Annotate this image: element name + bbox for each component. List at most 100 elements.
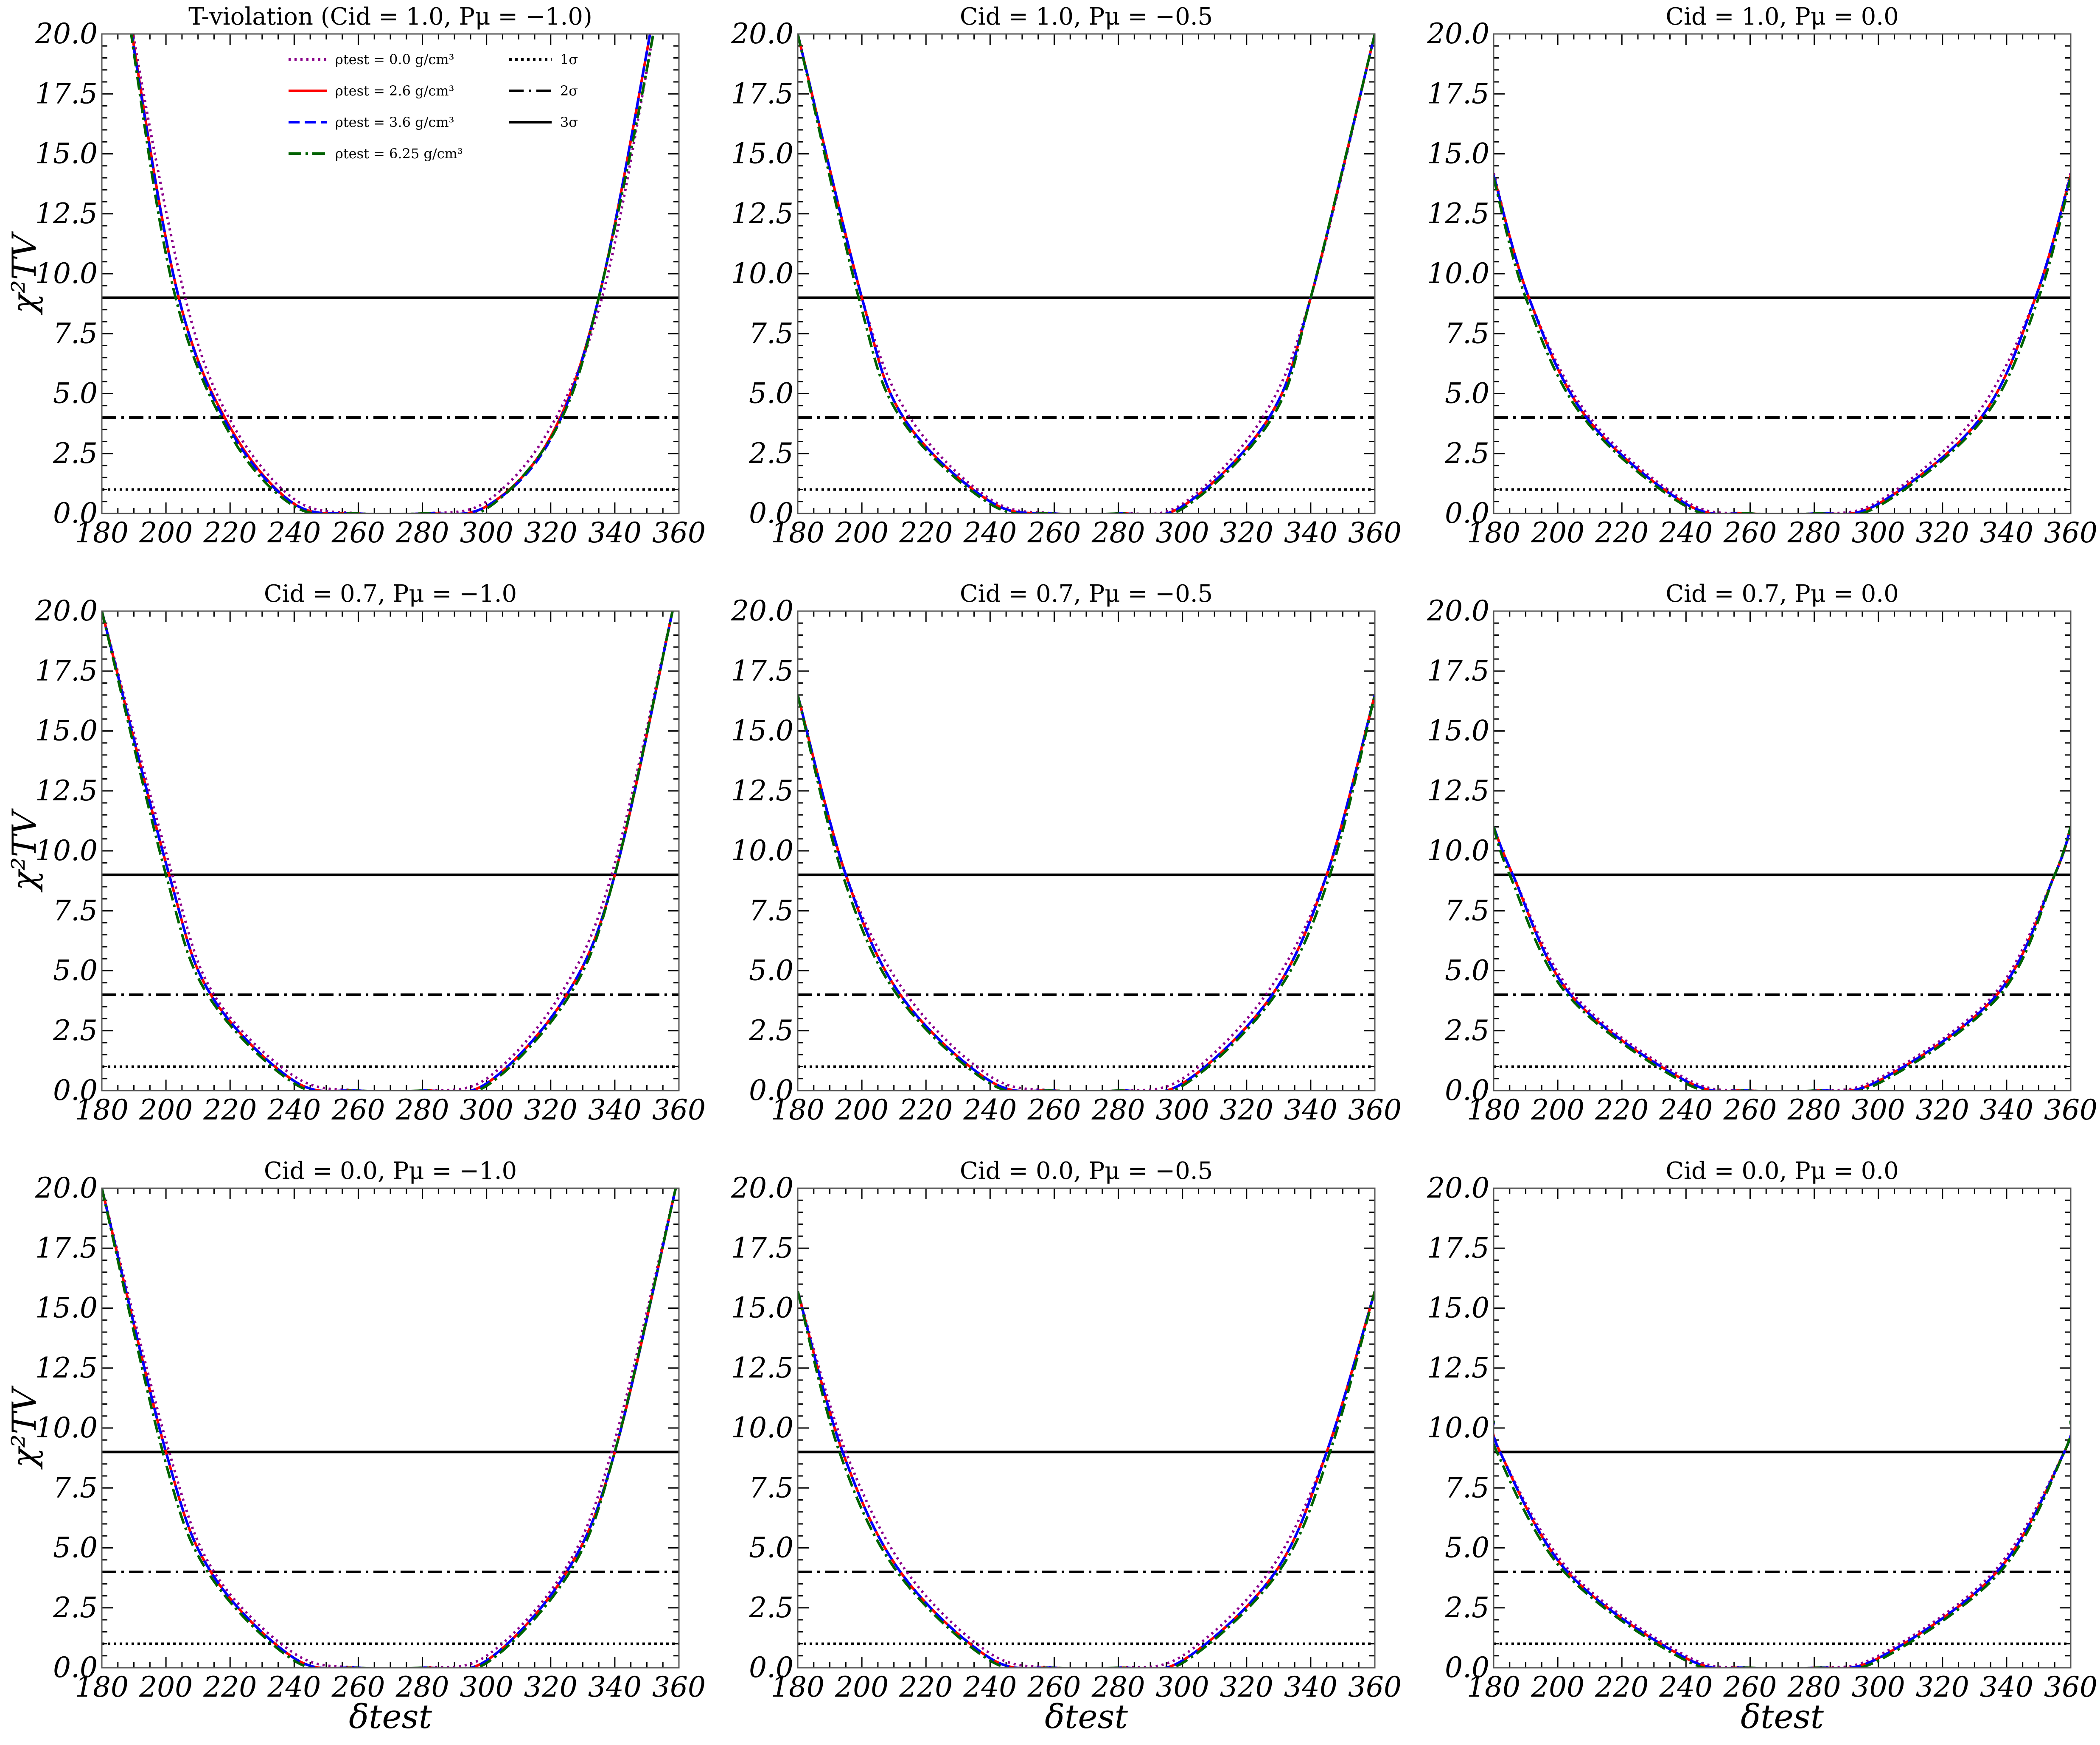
x-tick-label: 360 bbox=[2044, 1094, 2097, 1126]
y-tick-label: 10.0 bbox=[1427, 834, 1489, 867]
y-tick-label: 17.5 bbox=[1427, 654, 1489, 687]
panel-title: Cid = 1.0, Pμ = −0.5 bbox=[960, 3, 1213, 31]
y-tick-label: 0.0 bbox=[1445, 497, 1489, 530]
y-tick-label: 20.0 bbox=[35, 1172, 98, 1204]
y-tick-label: 20.0 bbox=[35, 595, 98, 627]
legend-label: ρtest = 2.6 g/cm³ bbox=[335, 83, 454, 99]
series-line bbox=[1494, 826, 2071, 1091]
y-tick-label: 5.0 bbox=[1445, 1532, 1489, 1564]
x-tick-label: 340 bbox=[1284, 1671, 1337, 1703]
y-tick-label: 15.0 bbox=[1427, 715, 1489, 747]
y-tick-label: 15.0 bbox=[35, 1292, 98, 1324]
y-tick-label: 10.0 bbox=[1427, 257, 1489, 290]
x-tick-label: 180 bbox=[75, 1671, 129, 1703]
y-tick-label: 2.5 bbox=[749, 1014, 793, 1047]
x-tick-label: 200 bbox=[139, 1671, 193, 1703]
x-tick-label: 320 bbox=[524, 1671, 578, 1703]
x-tick-label: 280 bbox=[1787, 1094, 1841, 1126]
series-line bbox=[1494, 177, 2071, 513]
y-tick-label: 2.5 bbox=[1444, 1591, 1489, 1624]
panel-title: Cid = 0.7, Pμ = 0.0 bbox=[1665, 580, 1898, 608]
series-line bbox=[1494, 1420, 2071, 1668]
x-tick-label: 180 bbox=[75, 1094, 129, 1126]
y-tick-label: 15.0 bbox=[1427, 1292, 1489, 1324]
x-tick-label: 220 bbox=[899, 1671, 953, 1703]
x-tick-label: 260 bbox=[331, 516, 385, 549]
x-axis-label: δtest bbox=[1741, 1698, 1824, 1736]
x-tick-label: 280 bbox=[1091, 1671, 1145, 1703]
x-tick-label: 200 bbox=[139, 516, 193, 549]
y-tick-label: 7.5 bbox=[53, 317, 98, 350]
y-tick-label: 5.0 bbox=[53, 1532, 98, 1564]
x-tick-label: 240 bbox=[1659, 516, 1713, 549]
y-tick-label: 10.0 bbox=[731, 834, 793, 867]
y-tick-label: 15.0 bbox=[731, 1292, 793, 1324]
series-line bbox=[798, 1291, 1375, 1668]
legend-label: ρtest = 6.25 g/cm³ bbox=[335, 146, 463, 162]
legend-label: 2σ bbox=[560, 83, 578, 99]
chart-panel: 180 200 220 240 260 280 300 320 340 360 0.0 2.5 5.0 7… bbox=[1427, 580, 2097, 1126]
series-line bbox=[798, 1291, 1375, 1668]
y-tick-label: 2.5 bbox=[1444, 1014, 1489, 1047]
x-tick-label: 280 bbox=[395, 1094, 449, 1126]
panel-title: Cid = 0.0, Pμ = −1.0 bbox=[264, 1157, 517, 1185]
x-tick-label: 220 bbox=[899, 1094, 953, 1126]
x-tick-label: 320 bbox=[1220, 516, 1273, 549]
plot-frame bbox=[797, 33, 1376, 514]
chart-panel: 180 200 220 240 260 280 300 320 340 360 0.0 2.5 5.0 7… bbox=[6, 3, 706, 549]
chart-panel: 180 200 220 240 260 280 300 320 340 360 0.0 2.5 5.0 7… bbox=[731, 3, 1402, 549]
y-tick-label: 10.0 bbox=[731, 257, 793, 290]
y-tick-label: 5.0 bbox=[1445, 377, 1489, 410]
legend: ρtest = 0.0 g/cm³ ρtest = 2.6 g/cm³ ρtest … bbox=[289, 51, 578, 162]
series-line bbox=[798, 34, 1375, 513]
plot-frame bbox=[101, 610, 680, 1091]
x-tick-label: 340 bbox=[588, 516, 642, 549]
series-line bbox=[798, 695, 1375, 1091]
x-axis-label: δtest bbox=[1045, 1698, 1128, 1736]
x-tick-label: 360 bbox=[652, 1671, 706, 1703]
y-tick-label: 20.0 bbox=[731, 1172, 793, 1204]
series-line bbox=[1494, 172, 2071, 513]
y-tick-label: 17.5 bbox=[1427, 1232, 1489, 1264]
y-tick-label: 20.0 bbox=[1427, 595, 1489, 627]
x-tick-label: 340 bbox=[1980, 1094, 2033, 1126]
y-tick-label: 17.5 bbox=[1427, 77, 1489, 110]
x-tick-label: 360 bbox=[2044, 1671, 2097, 1703]
x-tick-label: 240 bbox=[1659, 1671, 1713, 1703]
plot-frame bbox=[1493, 610, 2072, 1091]
x-tick-label: 300 bbox=[1852, 1094, 1905, 1126]
y-tick-label: 12.5 bbox=[731, 1352, 793, 1384]
x-tick-label: 280 bbox=[1091, 516, 1145, 549]
y-tick-label: 7.5 bbox=[53, 1471, 98, 1504]
panel-title: Cid = 0.0, Pμ = −0.5 bbox=[960, 1157, 1213, 1185]
y-tick-label: 20.0 bbox=[731, 17, 793, 50]
y-tick-label: 2.5 bbox=[1444, 437, 1489, 470]
chart-panel: 180 200 220 240 260 280 300 320 340 360 0.0 2.5 5.0 7… bbox=[1427, 3, 2097, 549]
series-line bbox=[798, 34, 1375, 513]
series-line bbox=[1494, 826, 2071, 1091]
y-tick-label: 15.0 bbox=[731, 137, 793, 170]
x-tick-label: 360 bbox=[652, 1094, 706, 1126]
series-line bbox=[798, 1291, 1375, 1668]
y-tick-label: 12.5 bbox=[1427, 1352, 1489, 1384]
series-line bbox=[102, 1188, 677, 1668]
y-tick-label: 15.0 bbox=[35, 137, 98, 170]
x-tick-label: 180 bbox=[75, 516, 129, 549]
series-line bbox=[102, 611, 674, 1091]
plot-frame bbox=[1493, 1187, 2072, 1669]
y-tick-label: 7.5 bbox=[1445, 894, 1489, 927]
series-line bbox=[798, 695, 1375, 1091]
x-tick-label: 360 bbox=[1348, 1671, 1402, 1703]
x-tick-label: 320 bbox=[1916, 1094, 1969, 1126]
y-tick-label: 0.0 bbox=[749, 1074, 793, 1107]
x-tick-label: 320 bbox=[1220, 1094, 1273, 1126]
y-tick-label: 7.5 bbox=[1445, 317, 1489, 350]
y-tick-label: 15.0 bbox=[1427, 137, 1489, 170]
y-tick-label: 2.5 bbox=[53, 437, 98, 470]
x-tick-label: 220 bbox=[1595, 1094, 1649, 1126]
x-tick-label: 320 bbox=[524, 1094, 578, 1126]
x-tick-label: 280 bbox=[395, 516, 449, 549]
y-tick-label: 0.0 bbox=[53, 497, 98, 530]
x-tick-label: 200 bbox=[1531, 516, 1584, 549]
y-tick-label: 2.5 bbox=[53, 1014, 98, 1047]
